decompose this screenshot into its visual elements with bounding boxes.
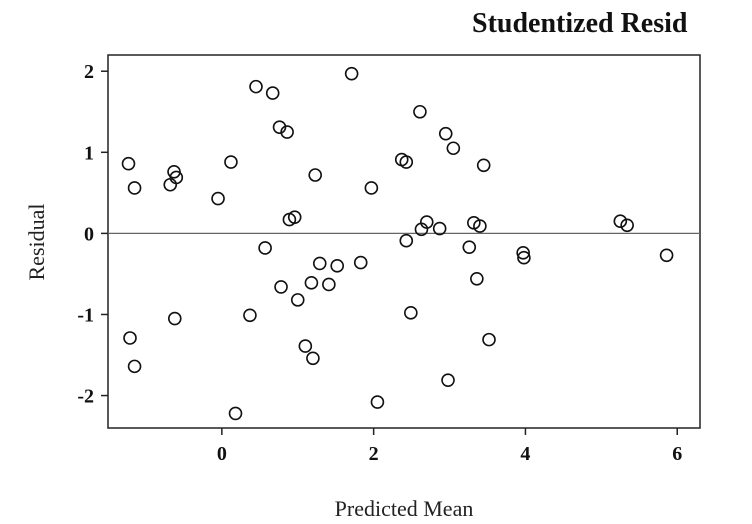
plot-frame bbox=[107, 54, 701, 429]
data-point bbox=[438, 126, 453, 141]
y-axis: -2 -1 0 1 2 bbox=[77, 61, 108, 408]
data-point bbox=[127, 181, 142, 195]
data-point bbox=[163, 177, 178, 192]
data-point bbox=[228, 406, 243, 421]
y-tick-label: -1 bbox=[77, 304, 94, 326]
chart-title: Studentized Resid bbox=[472, 8, 688, 39]
data-point bbox=[322, 277, 336, 292]
data-point bbox=[473, 219, 487, 233]
data-point bbox=[404, 306, 418, 320]
data-point bbox=[364, 181, 379, 195]
data-point bbox=[419, 215, 434, 229]
data-point bbox=[280, 125, 294, 139]
x-tick-label: 4 bbox=[520, 443, 530, 465]
data-point bbox=[470, 271, 484, 286]
data-point bbox=[516, 246, 530, 260]
data-points bbox=[121, 66, 674, 421]
data-point bbox=[304, 276, 319, 290]
data-point bbox=[613, 214, 628, 229]
data-point bbox=[620, 218, 634, 233]
data-point bbox=[123, 331, 137, 345]
x-tick-label: 0 bbox=[217, 443, 227, 465]
data-point bbox=[517, 250, 531, 265]
data-point bbox=[353, 255, 368, 270]
data-point bbox=[306, 351, 320, 366]
data-point bbox=[659, 248, 674, 263]
data-point bbox=[432, 221, 447, 236]
data-point bbox=[330, 259, 345, 273]
data-point bbox=[476, 158, 491, 173]
data-point bbox=[243, 308, 257, 323]
data-point bbox=[127, 359, 142, 374]
data-point bbox=[344, 66, 359, 81]
data-point bbox=[462, 240, 477, 254]
data-point bbox=[287, 210, 302, 224]
data-point bbox=[399, 155, 414, 169]
y-tick-label: 2 bbox=[84, 61, 94, 83]
y-axis-label: Residual bbox=[24, 204, 49, 281]
data-point bbox=[265, 86, 280, 100]
data-point bbox=[441, 373, 455, 387]
x-axis: 0 2 4 6 bbox=[217, 428, 682, 465]
data-point bbox=[482, 332, 496, 347]
data-point bbox=[167, 311, 182, 326]
data-point bbox=[370, 395, 385, 409]
data-point bbox=[290, 293, 305, 307]
x-tick-label: 6 bbox=[672, 443, 682, 465]
data-point bbox=[272, 120, 287, 134]
x-tick-label: 2 bbox=[369, 443, 379, 465]
y-tick-label: 1 bbox=[84, 142, 94, 164]
x-axis-label: Predicted Mean bbox=[335, 496, 474, 521]
data-point bbox=[298, 339, 313, 353]
data-point bbox=[258, 241, 272, 255]
y-tick-label: 0 bbox=[84, 223, 94, 245]
data-point bbox=[399, 233, 414, 248]
data-point bbox=[211, 191, 225, 206]
data-point bbox=[121, 156, 136, 171]
data-point bbox=[308, 168, 323, 182]
data-point bbox=[413, 104, 427, 119]
data-point bbox=[312, 256, 327, 271]
data-point bbox=[224, 155, 238, 169]
data-point bbox=[446, 141, 461, 156]
data-point bbox=[274, 280, 288, 294]
y-tick-label: -2 bbox=[77, 386, 94, 408]
data-point bbox=[249, 79, 263, 94]
